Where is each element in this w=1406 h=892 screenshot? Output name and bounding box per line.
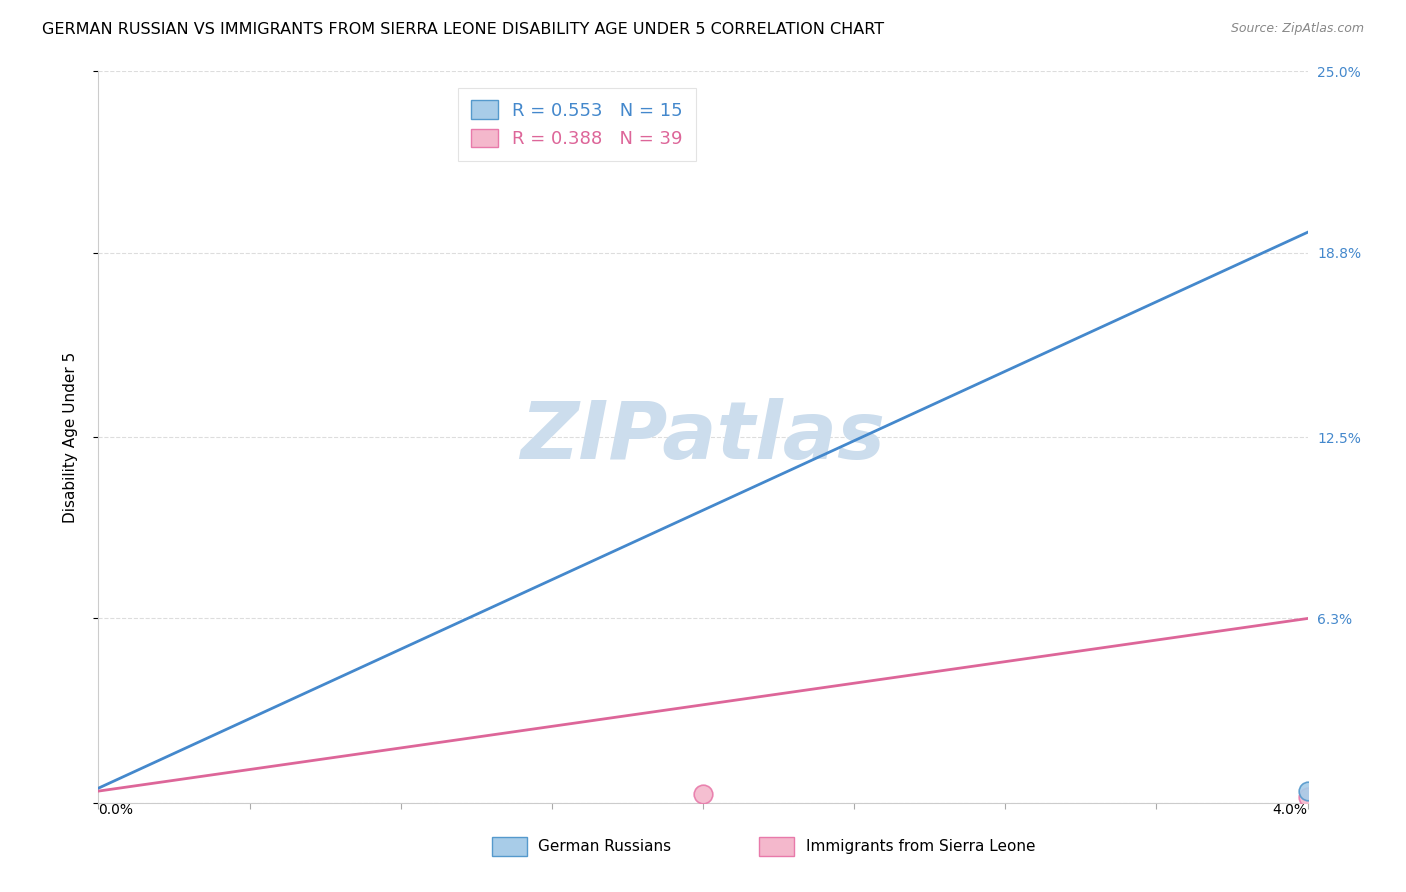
Text: Source: ZipAtlas.com: Source: ZipAtlas.com xyxy=(1230,22,1364,36)
Text: 4.0%: 4.0% xyxy=(1272,803,1308,817)
Text: ZIPatlas: ZIPatlas xyxy=(520,398,886,476)
Text: 0.0%: 0.0% xyxy=(98,803,134,817)
Text: Immigrants from Sierra Leone: Immigrants from Sierra Leone xyxy=(806,839,1035,854)
Point xyxy=(1296,789,1319,804)
Text: German Russians: German Russians xyxy=(538,839,672,854)
Y-axis label: Disability Age Under 5: Disability Age Under 5 xyxy=(63,351,77,523)
Point xyxy=(692,787,714,801)
Text: GERMAN RUSSIAN VS IMMIGRANTS FROM SIERRA LEONE DISABILITY AGE UNDER 5 CORRELATIO: GERMAN RUSSIAN VS IMMIGRANTS FROM SIERRA… xyxy=(42,22,884,37)
Legend: R = 0.553   N = 15, R = 0.388   N = 39: R = 0.553 N = 15, R = 0.388 N = 39 xyxy=(458,87,696,161)
Point xyxy=(1296,784,1319,798)
